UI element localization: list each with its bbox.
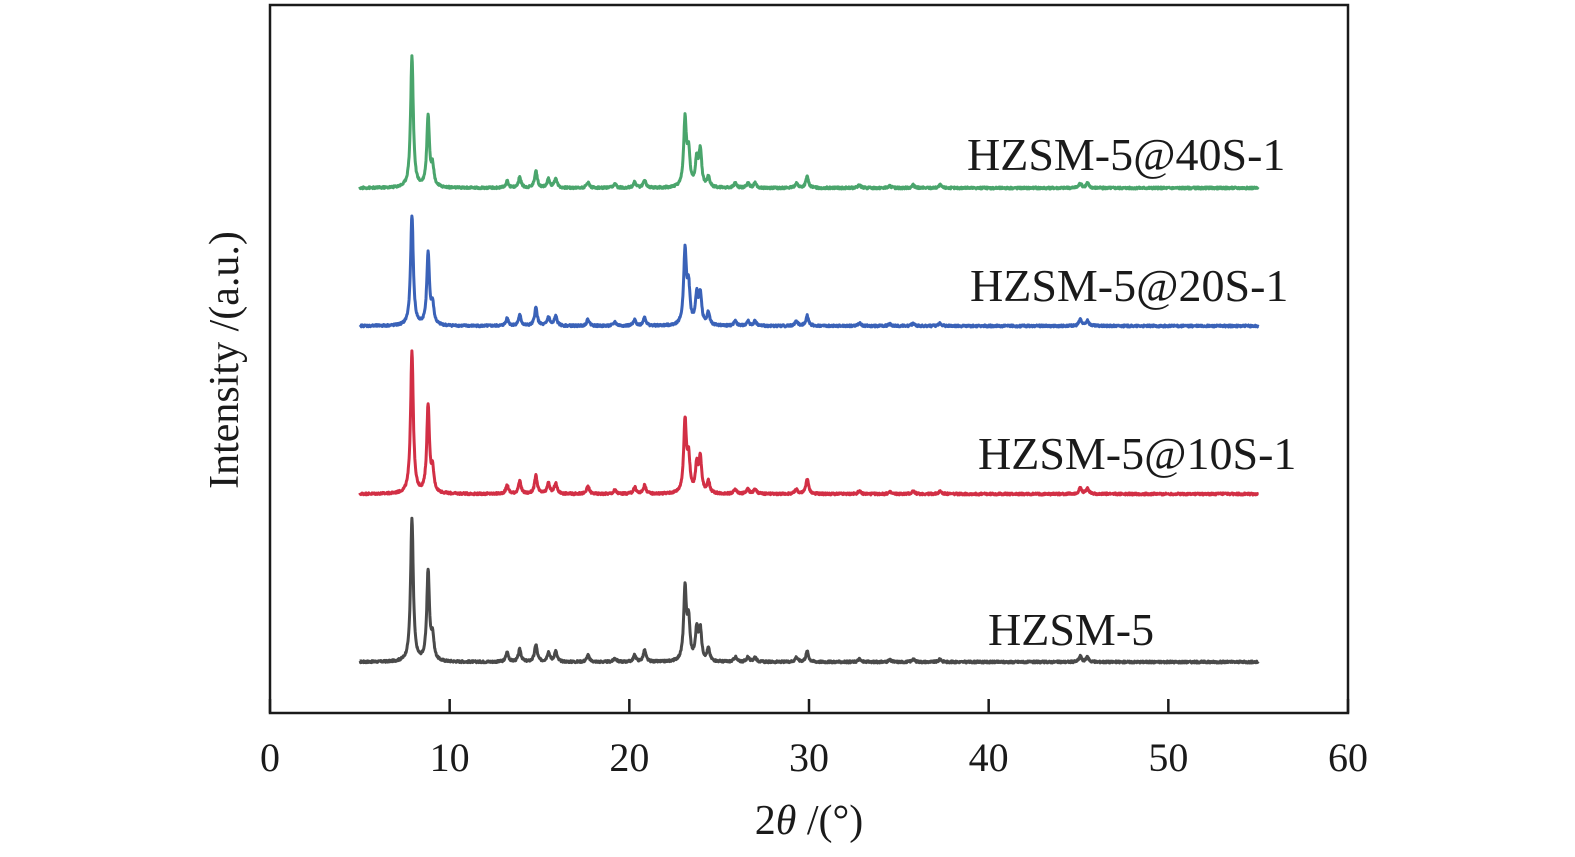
series-label-layer: HZSM-5@40S-1 HZSM-5@20S-1 HZSM-5@10S-1 HZSM… xyxy=(967,129,1296,655)
x-tick-label: 40 xyxy=(969,735,1009,780)
x-axis-title-symbol: θ xyxy=(776,798,797,844)
x-axis-title: 2θ /(°) xyxy=(755,798,864,844)
x-tick-label: 0 xyxy=(260,735,280,780)
x-tick-label: 50 xyxy=(1148,735,1188,780)
series-label: HZSM-5 xyxy=(988,604,1154,655)
series-label: HZSM-5@20S-1 xyxy=(970,260,1288,311)
x-tick-label: 30 xyxy=(789,735,829,780)
series-line-hzsm-5-10s-1 xyxy=(358,349,1260,497)
x-axis-title-suffix: /(°) xyxy=(796,798,863,844)
series-layer xyxy=(358,54,1260,665)
series-line-hzsm-5 xyxy=(358,516,1260,665)
x-tick-label: 20 xyxy=(609,735,649,780)
series-label: HZSM-5@40S-1 xyxy=(967,129,1285,180)
x-tick-layer: 0 10 20 30 40 50 60 xyxy=(260,699,1368,780)
series-line-hzsm-5-20s-1 xyxy=(358,214,1260,329)
series-label: HZSM-5@10S-1 xyxy=(978,428,1296,479)
plot-frame xyxy=(268,3,1350,715)
x-tick-label: 60 xyxy=(1328,735,1368,780)
series-line-hzsm-5-40s-1 xyxy=(358,54,1260,191)
y-axis-title: Intensity /(a.u.) xyxy=(202,231,248,489)
x-axis-title-prefix: 2 xyxy=(755,798,776,844)
x-tick-label: 10 xyxy=(430,735,470,780)
